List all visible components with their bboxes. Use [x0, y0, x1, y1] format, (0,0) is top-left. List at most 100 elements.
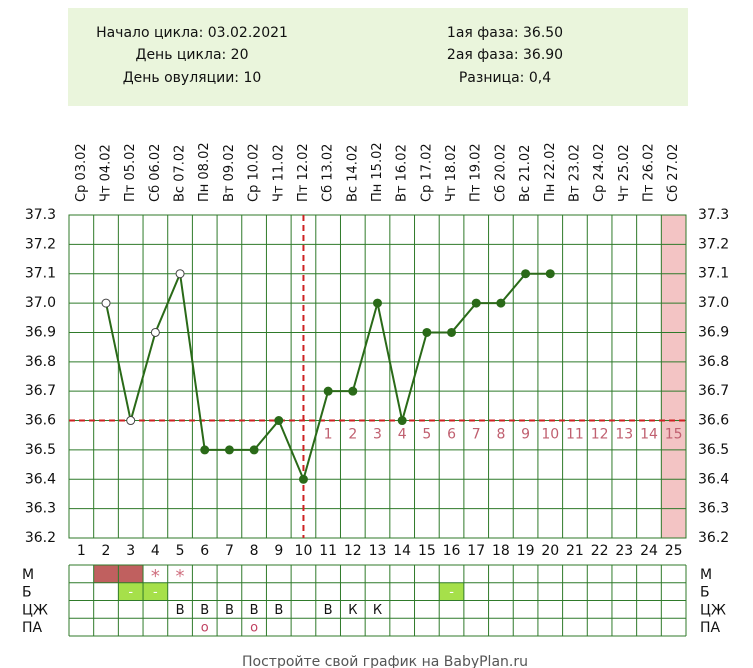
date-label: Вт 16.02 [395, 144, 410, 202]
luteal-day: 8 [496, 427, 505, 443]
row-label: Б [22, 585, 32, 601]
cell-text: - [153, 585, 158, 600]
temperature-point [249, 445, 259, 455]
y-tick-label-right: 36.6 [698, 413, 729, 429]
y-tick-label-right: 36.2 [698, 530, 729, 546]
luteal-day: 10 [541, 427, 559, 443]
date-label: Пн 08.02 [197, 142, 212, 202]
date-label: Сб 06.02 [148, 144, 163, 202]
x-tick-label: 5 [176, 543, 185, 559]
cell-text: К [373, 603, 382, 618]
row-label-right: ЦЖ [700, 602, 726, 618]
date-label: Ср 03.02 [74, 143, 89, 202]
temperature-point [373, 298, 382, 308]
x-tick-label: 8 [250, 543, 259, 559]
date-label: Ср 10.02 [247, 143, 262, 202]
cell-text: o [250, 621, 258, 636]
y-tick-label: 37.0 [25, 295, 56, 311]
cell-text: В [225, 603, 234, 618]
x-tick-label: 13 [369, 543, 387, 559]
ovulation-day: День овуляции: 10 [123, 70, 262, 86]
row-label: М [22, 567, 34, 583]
temperature-point [348, 386, 358, 396]
date-label: Вс 14.02 [345, 145, 360, 202]
cell-text: o [201, 621, 209, 636]
cell-text: - [449, 585, 454, 600]
x-tick-label: 2 [102, 543, 111, 559]
x-tick-label: 4 [151, 543, 160, 559]
y-tick-label-right: 36.5 [698, 442, 729, 458]
y-tick-label-right: 37.0 [698, 295, 729, 311]
cell-text: * [151, 566, 160, 587]
x-tick-label: 12 [344, 543, 362, 559]
x-tick-label: 20 [541, 543, 559, 559]
luteal-day: 11 [566, 427, 584, 443]
x-tick-label: 7 [225, 543, 234, 559]
date-label: Ср 24.02 [592, 143, 607, 202]
date-label: Вс 07.02 [173, 145, 188, 202]
y-tick-label: 36.6 [25, 413, 56, 429]
y-tick-label: 36.8 [25, 354, 56, 370]
temperature-point [545, 269, 555, 279]
luteal-day: 1 [324, 427, 333, 443]
cell-text: В [250, 603, 259, 618]
date-label: Чт 25.02 [617, 144, 632, 202]
x-tick-label: 19 [517, 543, 535, 559]
y-tick-label: 36.4 [25, 471, 56, 487]
cycle-start: Начало цикла: 03.02.2021 [96, 25, 288, 41]
temperature-point [521, 269, 531, 279]
y-tick-label: 36.3 [25, 501, 56, 517]
luteal-day: 2 [348, 427, 357, 443]
x-tick-label: 6 [200, 543, 209, 559]
cell-text: В [324, 603, 333, 618]
date-label: Пт 19.02 [469, 143, 484, 202]
x-tick-label: 15 [418, 543, 436, 559]
x-tick-label: 14 [393, 543, 411, 559]
date-label: Ср 17.02 [419, 143, 434, 202]
date-label: Сб 13.02 [321, 144, 336, 202]
date-label: Пт 12.02 [296, 143, 311, 202]
cell-text: В [200, 603, 209, 618]
y-tick-label: 37.3 [25, 207, 56, 223]
cell-text: К [348, 603, 357, 618]
x-tick-label: 10 [295, 543, 313, 559]
row-label: ПА [22, 620, 43, 636]
y-tick-label: 36.5 [25, 442, 56, 458]
x-tick-label: 18 [492, 543, 510, 559]
luteal-day: 13 [615, 427, 633, 443]
y-tick-label: 37.1 [25, 266, 56, 282]
luteal-day: 4 [398, 427, 407, 443]
luteal-day: 9 [521, 427, 530, 443]
luteal-day: 14 [640, 427, 658, 443]
cycle-day: День цикла: 20 [136, 47, 249, 63]
x-tick-label: 24 [640, 543, 658, 559]
cell-text: - [128, 585, 133, 600]
y-tick-label-right: 36.9 [698, 324, 729, 340]
luteal-day: 6 [447, 427, 456, 443]
footer: Постройте свой график на BabyPlan.ru [242, 654, 528, 668]
temperature-point [323, 386, 333, 396]
x-tick-label: 22 [591, 543, 609, 559]
y-tick-label-right: 36.8 [698, 354, 729, 370]
luteal-day: 12 [591, 427, 609, 443]
y-tick-label-right: 36.4 [698, 471, 729, 487]
temperature-point [298, 474, 308, 484]
date-label: Пн 22.02 [543, 142, 558, 202]
y-tick-label: 36.9 [25, 324, 56, 340]
date-label: Пт 26.02 [641, 143, 656, 202]
temperature-point [471, 298, 481, 308]
phase2: 2ая фаза: 36.90 [447, 47, 563, 63]
date-label: Чт 11.02 [271, 144, 286, 202]
phase1: 1ая фаза: 36.50 [447, 25, 563, 41]
date-label: Чт 18.02 [444, 144, 459, 202]
date-label: Чт 04.02 [99, 144, 114, 202]
date-label: Сб 20.02 [493, 144, 508, 202]
date-label: Вт 23.02 [567, 144, 582, 202]
row-label-right: М [700, 567, 712, 583]
date-label: Сб 27.02 [666, 144, 681, 202]
x-tick-label: 1 [77, 543, 86, 559]
row-label-right: Б [700, 585, 710, 601]
temperature-line [105, 269, 551, 483]
y-tick-label-right: 37.3 [698, 207, 729, 223]
row-label: ЦЖ [22, 602, 48, 618]
